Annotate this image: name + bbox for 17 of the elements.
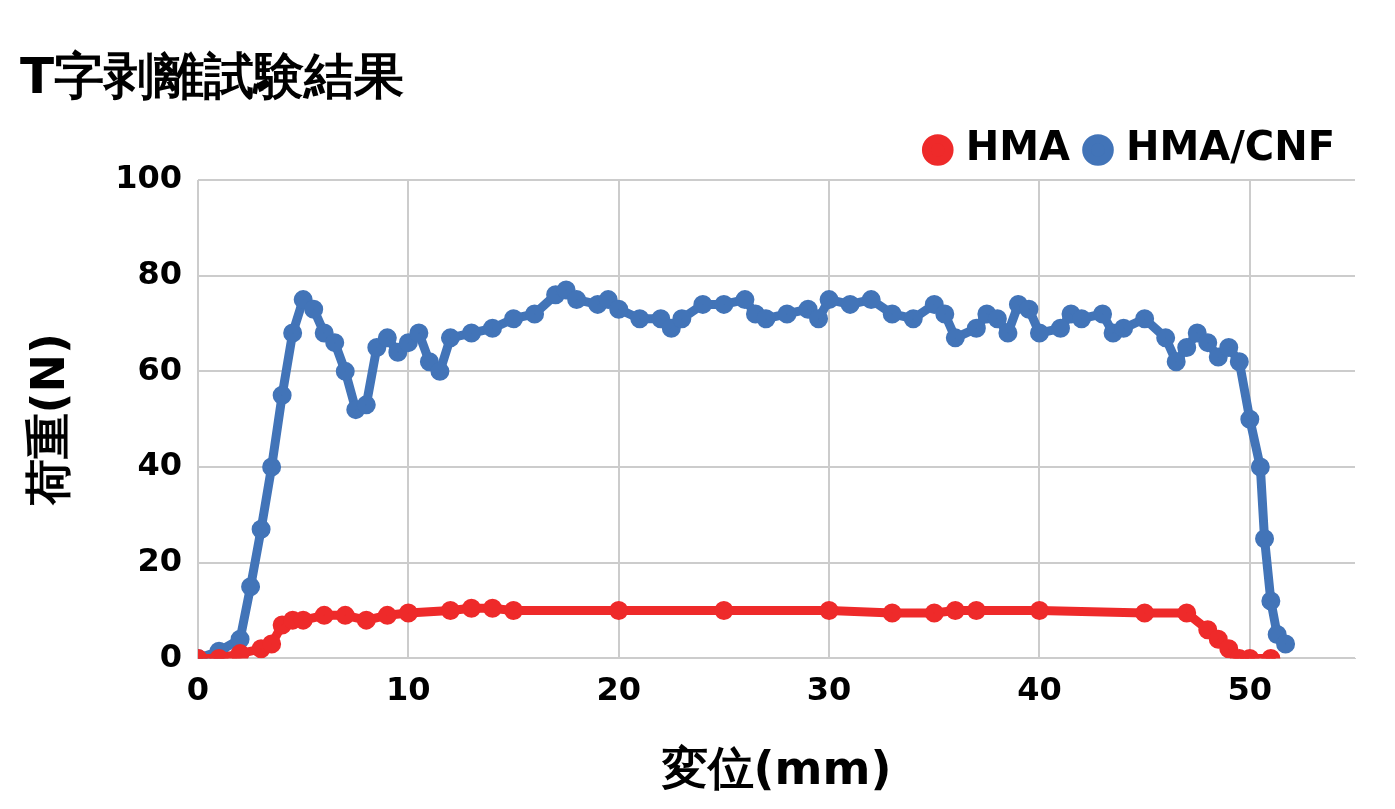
x-tick-label: 50 — [1227, 669, 1273, 708]
x-axis-title: 変位(mm) — [660, 741, 892, 796]
y-tick-label: 100 — [115, 158, 182, 197]
x-tick-label: 20 — [596, 669, 641, 708]
y-tick-label: 0 — [159, 636, 182, 675]
legend-label: HMA/CNF — [1126, 123, 1336, 170]
y-tick-label: 20 — [137, 541, 182, 580]
y-tick-label: 80 — [137, 253, 182, 292]
x-tick-label: 10 — [386, 669, 431, 708]
y-tick-label: 40 — [137, 445, 182, 484]
x-tick-label: 0 — [186, 669, 210, 708]
x-tick-label: 30 — [806, 669, 852, 708]
chart-title: T字剥離試験結果 — [20, 46, 405, 105]
y-tick-label: 60 — [137, 349, 182, 388]
y-axis-title: 荷重(N) — [20, 332, 75, 507]
legend-label: HMA — [965, 123, 1071, 170]
x-tick-label: 40 — [1017, 669, 1062, 708]
